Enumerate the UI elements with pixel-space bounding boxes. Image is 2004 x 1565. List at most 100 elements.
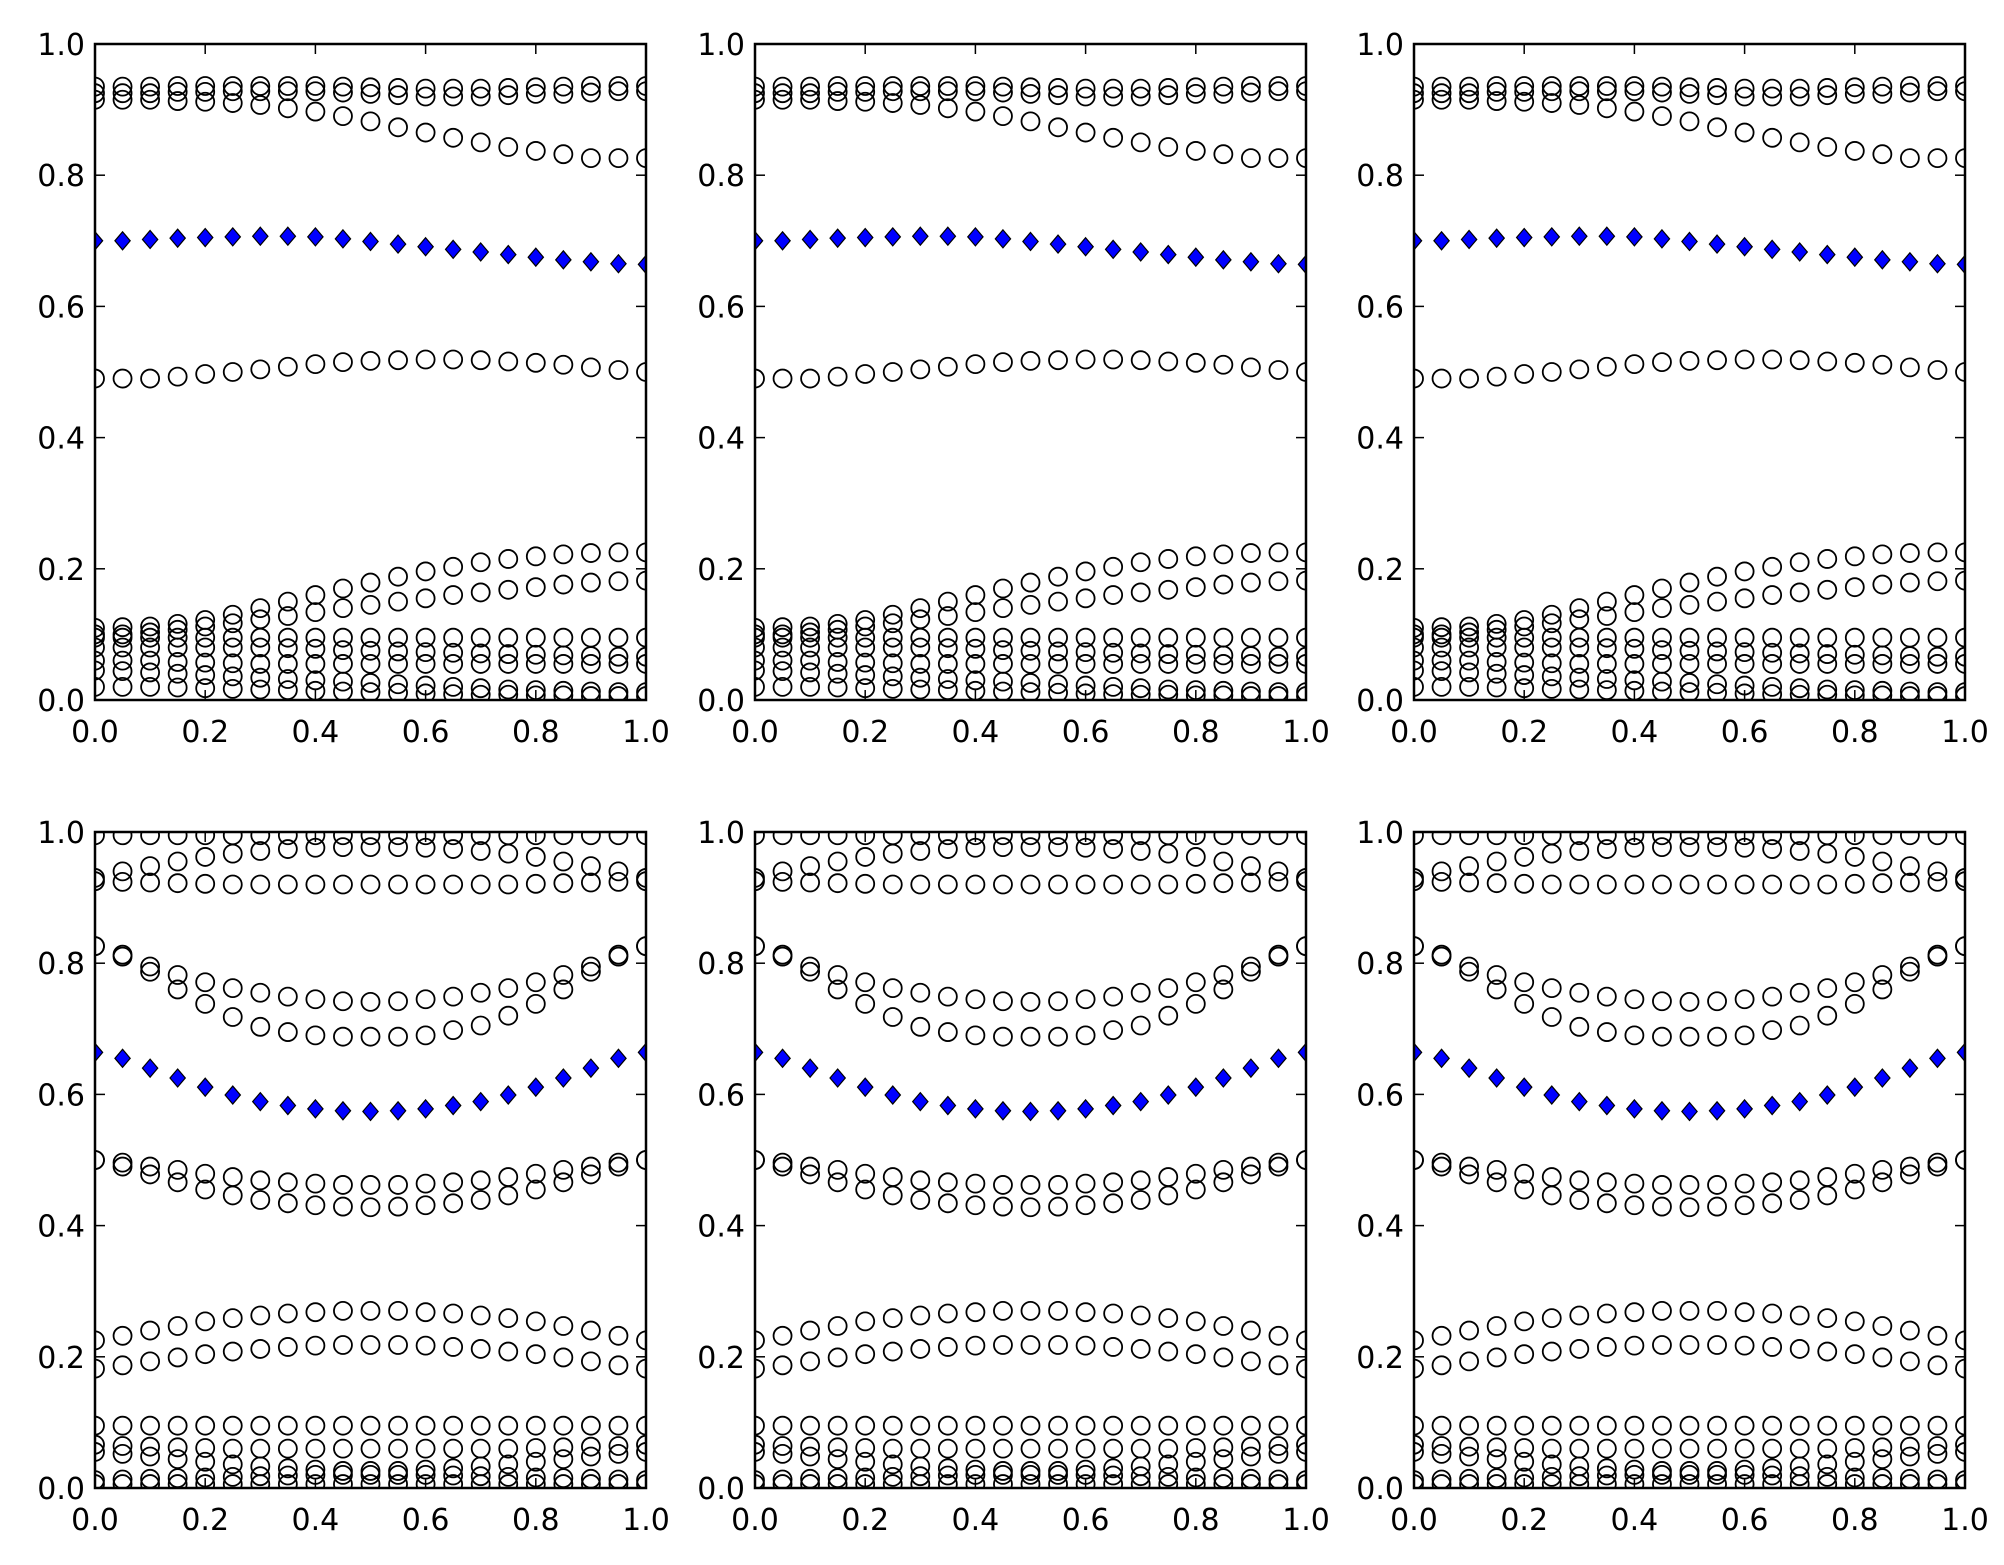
circle-marker <box>333 874 353 895</box>
circle-marker <box>1213 685 1234 700</box>
circle-marker <box>195 81 216 102</box>
circle-marker <box>1872 544 1893 565</box>
circle-marker <box>1927 1152 1948 1173</box>
circle-marker <box>415 1474 436 1488</box>
circle-marker <box>388 1026 408 1047</box>
circle-marker <box>333 627 353 648</box>
circle-marker <box>1414 676 1424 697</box>
diamond-marker <box>1488 228 1506 249</box>
circle-marker <box>443 1303 464 1324</box>
circle-marker <box>1844 627 1865 648</box>
circle-marker <box>882 832 903 846</box>
circle-marker <box>1075 675 1096 696</box>
circle-marker <box>1414 660 1424 681</box>
circle-marker <box>415 1464 436 1485</box>
circle-marker <box>498 843 519 864</box>
circle-marker <box>772 944 793 965</box>
circle-marker <box>755 617 765 638</box>
circle-marker <box>772 650 793 671</box>
circle-marker <box>415 837 436 858</box>
circle-marker <box>1734 832 1755 846</box>
circle-marker <box>1872 1347 1893 1368</box>
circle-marker <box>800 1156 820 1177</box>
circle-marker <box>195 1163 216 1184</box>
circle-marker <box>277 680 298 700</box>
circle-marker <box>525 644 546 665</box>
chart-panel-top-right: 0.0 0.2 0.4 0.6 0.8 1.00.00.20.40.60.81.0 <box>1356 28 1989 750</box>
circle-marker <box>1569 1438 1590 1459</box>
circle-marker <box>855 364 876 384</box>
circle-marker <box>305 654 326 674</box>
diamond-marker <box>417 1098 435 1119</box>
circle-marker <box>470 552 491 573</box>
circle-marker <box>553 144 574 165</box>
circle-marker <box>167 1474 188 1488</box>
diamond-marker <box>141 229 159 250</box>
circle-marker <box>1762 127 1783 148</box>
x-tick-label: 0.2 <box>181 715 229 750</box>
circle-marker <box>443 684 464 700</box>
circle-marker <box>1541 666 1562 687</box>
diamond-marker <box>1214 1068 1232 1088</box>
diamond-marker <box>1297 254 1306 275</box>
circle-marker <box>443 1415 464 1436</box>
circle-marker <box>1762 642 1783 663</box>
circle-marker <box>581 654 601 674</box>
circle-marker <box>167 76 188 96</box>
circle-marker <box>415 349 436 370</box>
circle-marker <box>1624 874 1645 895</box>
circle-marker <box>415 874 436 895</box>
circle-marker <box>1900 357 1920 378</box>
circle-marker <box>277 76 298 96</box>
circle-marker <box>1624 1173 1645 1194</box>
circle-marker <box>937 654 958 674</box>
circle-marker <box>415 989 436 1010</box>
circle-marker <box>333 598 353 619</box>
circle-marker <box>1213 965 1234 985</box>
circle-marker <box>1130 678 1151 699</box>
circle-marker <box>1431 1152 1452 1173</box>
circle-marker <box>910 1305 931 1326</box>
circle-marker <box>443 986 464 1007</box>
circle-marker <box>827 366 848 387</box>
circle-marker <box>993 1335 1013 1355</box>
circle-marker <box>277 986 298 1007</box>
circle-marker <box>1130 841 1151 861</box>
circle-marker <box>1596 874 1617 895</box>
circle-marker <box>1185 847 1206 867</box>
circle-marker <box>388 654 408 674</box>
circle-marker <box>1734 78 1755 99</box>
circle-marker <box>800 1351 820 1372</box>
circle-marker <box>443 642 464 663</box>
circle-marker <box>1213 654 1234 674</box>
circle-marker <box>112 89 133 110</box>
axes-frame <box>753 830 1308 1490</box>
circle-marker <box>882 874 903 895</box>
circle-marker <box>1414 617 1424 638</box>
circle-marker <box>112 368 133 389</box>
circle-marker <box>1679 627 1700 648</box>
circle-marker <box>882 627 903 648</box>
circle-marker <box>1596 1022 1617 1042</box>
circle-marker <box>581 543 601 563</box>
circle-marker <box>140 368 161 389</box>
circle-marker <box>443 839 464 859</box>
circle-marker <box>1296 627 1306 648</box>
circle-marker <box>581 956 601 977</box>
circle-marker <box>305 354 326 375</box>
diamond-marker <box>1132 1091 1150 1112</box>
circle-marker <box>937 81 958 102</box>
circle-marker <box>1020 1335 1041 1355</box>
diamond-marker <box>141 1058 159 1079</box>
circle-marker <box>827 663 848 684</box>
circle-marker <box>608 571 629 592</box>
circle-marker <box>140 832 160 846</box>
circle-marker <box>1624 627 1645 648</box>
circle-marker <box>1679 654 1700 674</box>
circle-marker <box>772 76 793 97</box>
circle-marker <box>581 1351 601 1372</box>
circle-marker <box>1955 1474 1965 1488</box>
circle-marker <box>1927 360 1948 380</box>
circle-marker <box>1048 1464 1068 1485</box>
circle-marker <box>167 91 188 111</box>
